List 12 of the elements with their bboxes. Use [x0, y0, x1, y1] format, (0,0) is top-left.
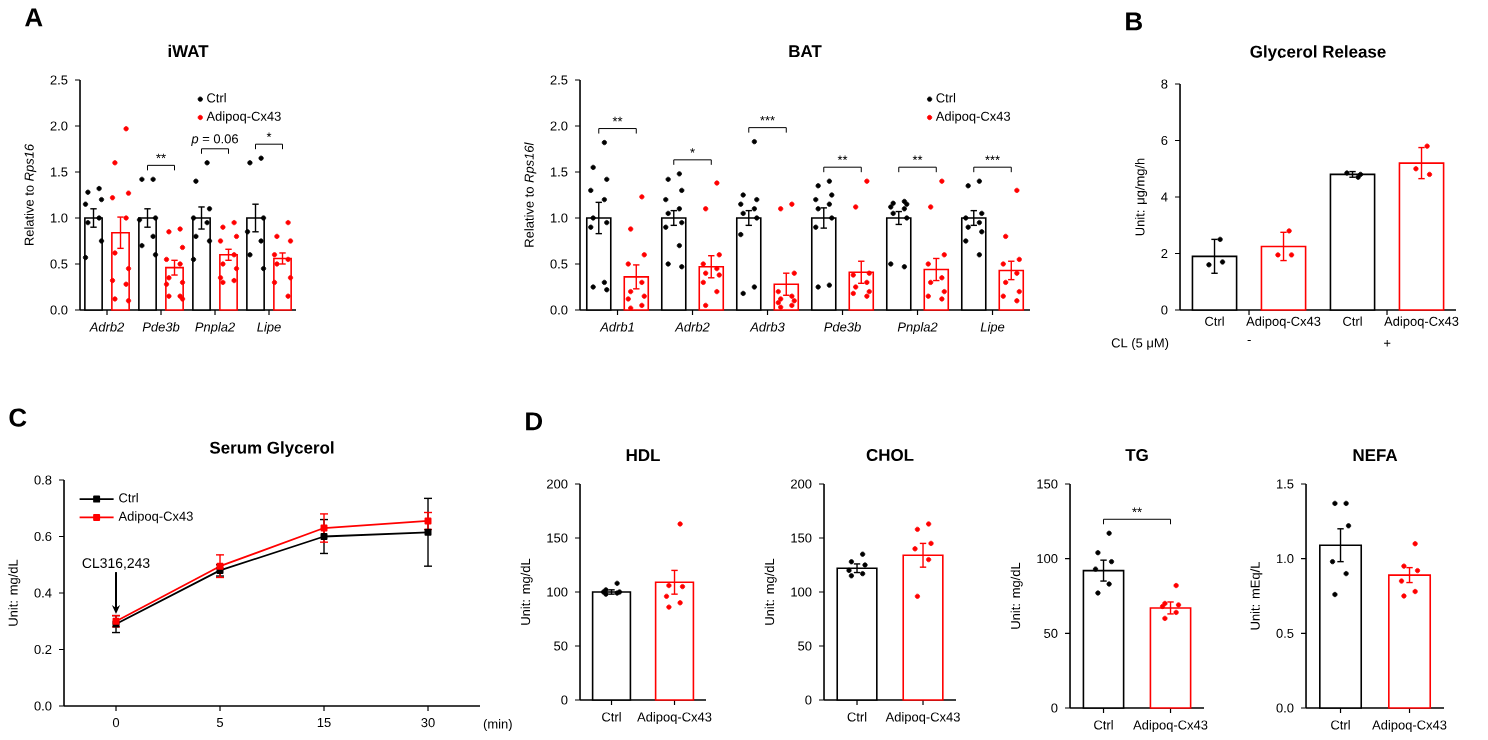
chart-title: TG: [1125, 449, 1148, 461]
text: C: [9, 408, 27, 427]
chart-title: iWAT: [168, 44, 209, 57]
chart-title: NEFA: [1353, 449, 1398, 461]
chart-title: CHOL: [866, 449, 914, 461]
chart-title: HDL: [626, 449, 660, 461]
chart-title: BAT: [789, 45, 822, 57]
chart-title: Glycerol Release: [1250, 45, 1386, 61]
chart-title: Serum Glycerol: [209, 441, 334, 457]
text: A: [25, 8, 43, 27]
text: B: [1126, 12, 1142, 31]
text: D: [526, 412, 543, 431]
